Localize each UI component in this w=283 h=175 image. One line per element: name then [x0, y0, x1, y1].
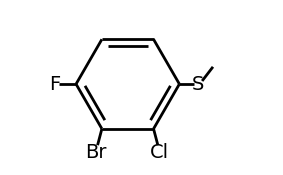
- Text: S: S: [192, 75, 205, 94]
- Text: Br: Br: [85, 143, 107, 162]
- Text: F: F: [49, 75, 60, 94]
- Text: Cl: Cl: [150, 143, 169, 162]
